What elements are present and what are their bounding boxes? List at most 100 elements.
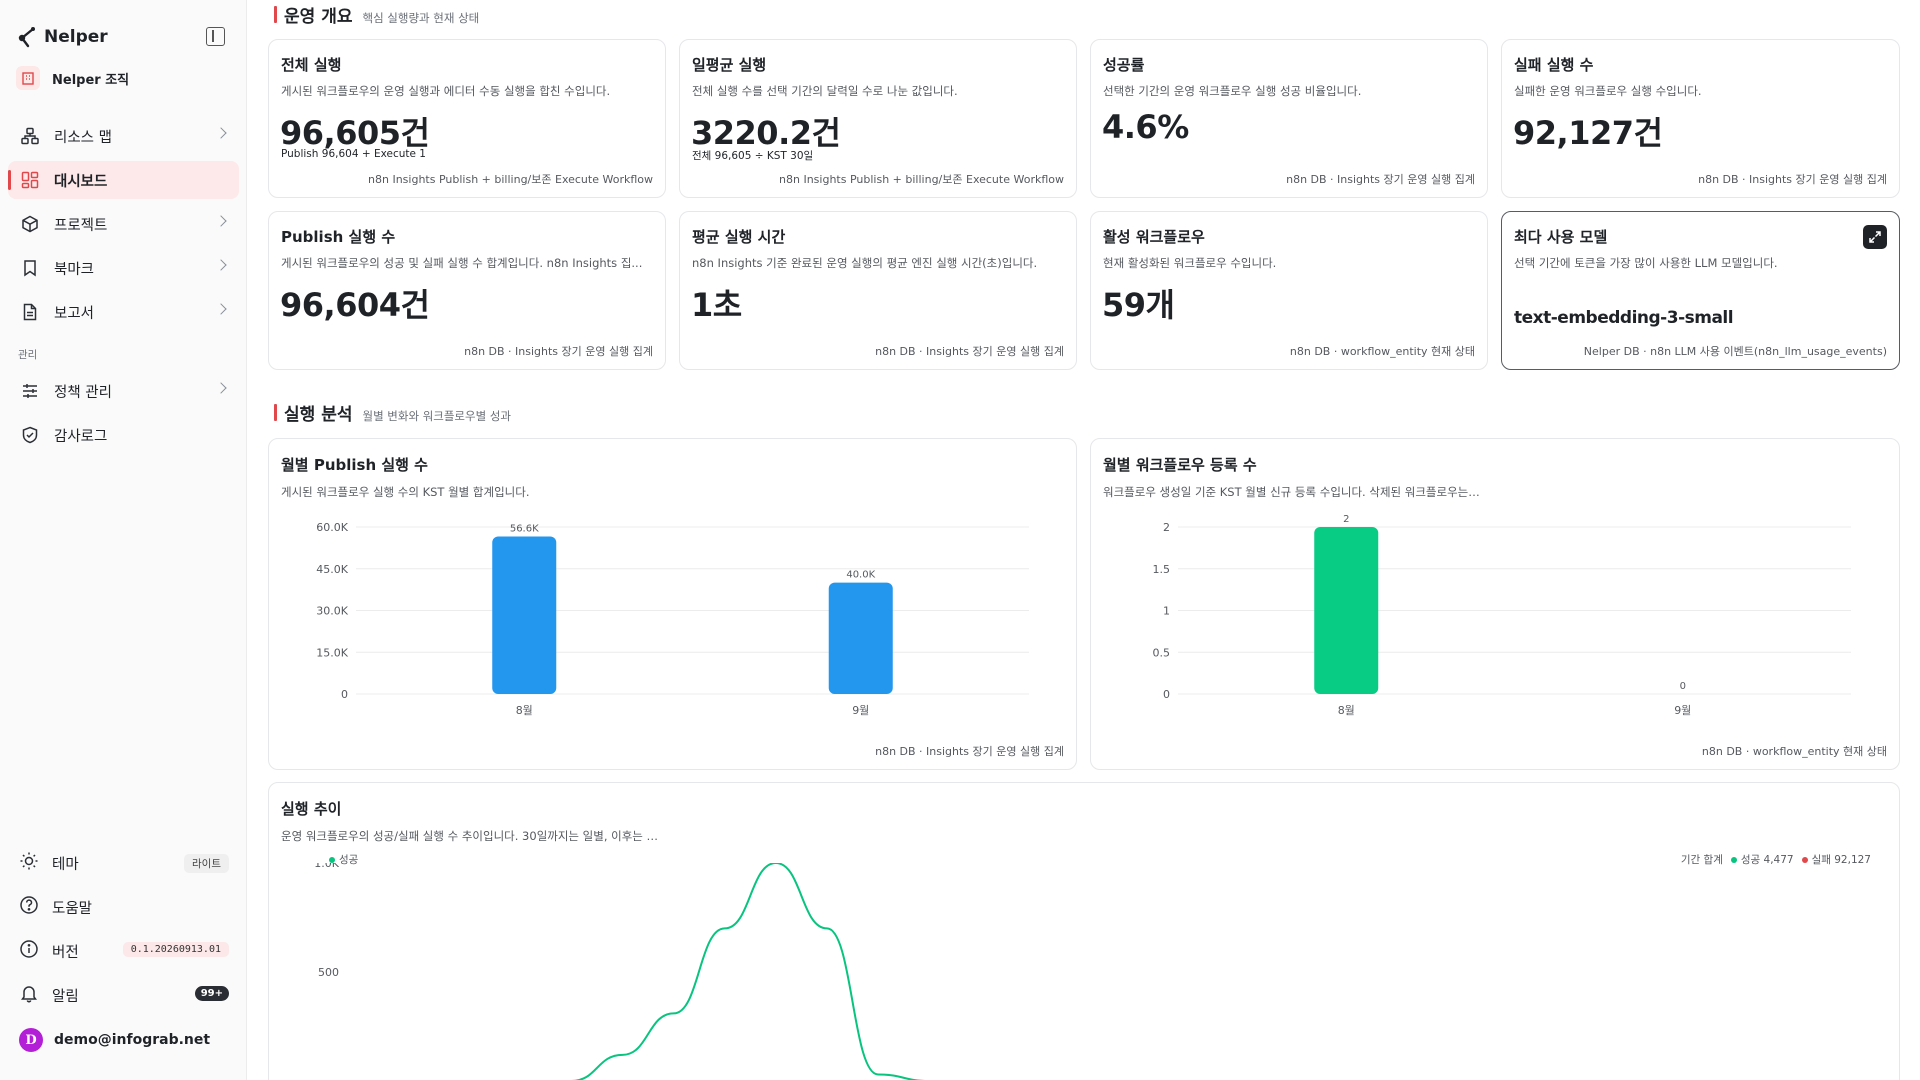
- kpi-card-avg-duration: 평균 실행 시간 n8n Insights 기준 완료된 운영 실행의 평균 엔…: [679, 211, 1077, 370]
- bookmark-icon: [19, 257, 41, 279]
- chevron-right-icon: [215, 215, 227, 227]
- sidebar-item-dashboard[interactable]: 대시보드: [8, 161, 239, 199]
- legend-dot: [1730, 856, 1737, 863]
- card-title: Publish 실행 수: [281, 228, 396, 246]
- card-title: 전체 실행: [281, 56, 342, 74]
- sidebar-item-audit-log[interactable]: 감사로그: [8, 416, 239, 454]
- card-title: 평균 실행 시간: [692, 228, 786, 246]
- alerts-label: 알림: [52, 988, 79, 1005]
- version-label: 버전: [52, 944, 79, 961]
- card-description: n8n Insights 기준 완료된 운영 실행의 평균 엔진 실행 시간(초…: [692, 256, 1038, 270]
- section-title: 운영 개요: [284, 7, 353, 27]
- card-description: 운영 워크플로우의 성공/실패 실행 수 추이입니다. 30일까지는 일별, 이…: [281, 829, 661, 843]
- monthly-publish-bar-chart: 0 15.0K 30.0K 45.0K 60.0K 56.6K 8월 40.0K 9월: [316, 521, 1029, 717]
- sidebar-section-label: 관리: [18, 349, 38, 361]
- kpi-card-active-workflows: 활성 워크플로우 현재 활성화된 워크플로우 수입니다. 59개 n8n DB …: [1090, 211, 1488, 370]
- card-value: 3220.2건: [691, 114, 841, 152]
- chart-card-monthly-publish: 월별 Publish 실행 수 게시된 워크플로우 실행 수의 KST 월별 합…: [268, 438, 1077, 770]
- y-tick-label: 30.0K: [316, 605, 348, 618]
- x-tick-label: 8월: [516, 704, 533, 717]
- overview-section-title: 운영 개요 핵심 실행량과 현재 상태: [273, 2, 480, 27]
- kpi-card-daily-average: 일평균 실행 전체 실행 수를 선택 기간의 달력일 수로 나눈 값입니다. 3…: [679, 39, 1077, 198]
- kpi-card-failed-runs: 실패 실행 수 실패한 운영 워크플로우 실행 수입니다. 92,127건 n8…: [1501, 39, 1900, 198]
- card-source: n8n DB · Insights 장기 운영 실행 집계: [464, 345, 653, 358]
- version-info[interactable]: 버전 0.1.20260913.01: [8, 933, 239, 969]
- total-fail-value: 실패 92,127: [1811, 854, 1871, 866]
- theme-value: 라이트: [184, 854, 229, 873]
- sidebar-item-projects[interactable]: 프로젝트: [8, 205, 239, 243]
- org-switcher[interactable]: Nelper 조직: [16, 66, 129, 90]
- y-tick-label: 1: [1163, 605, 1170, 618]
- card-source: n8n DB · Insights 장기 운영 실행 집계: [875, 345, 1064, 358]
- sidebar-item-resource-map[interactable]: 리소스 맵: [8, 117, 239, 155]
- kpi-card-top-model[interactable]: 최다 사용 모델 선택 기간에 토큰을 가장 많이 사용한 LLM 모델입니다.…: [1501, 211, 1900, 370]
- card-value: text-embedding-3-small: [1514, 308, 1734, 328]
- chevron-right-icon: [215, 382, 227, 394]
- notifications[interactable]: 알림 99+: [8, 977, 239, 1013]
- card-title: 성공률: [1103, 56, 1145, 74]
- sidebar-item-label: 대시보드: [54, 173, 108, 190]
- bar: [492, 536, 557, 694]
- card-description: 선택 기간에 토큰을 가장 많이 사용한 LLM 모델입니다.: [1514, 256, 1778, 270]
- user-menu[interactable]: D demo@infograb.net: [8, 1022, 239, 1058]
- dashboard-icon: [19, 169, 41, 191]
- section-subtitle: 핵심 실행량과 현재 상태: [362, 11, 480, 25]
- legend-dot: [1801, 856, 1808, 863]
- legend-success: 성공: [329, 852, 358, 867]
- sidebar: Nelper Nelper 조직 리소스 맵 대시보드 프로젝트 북마크 보고서…: [0, 0, 247, 1080]
- card-description: 전체 실행 수를 선택 기간의 달력일 수로 나눈 값입니다.: [692, 84, 958, 98]
- card-source: n8n DB · workflow_entity 현재 상태: [1701, 745, 1887, 758]
- sidebar-item-reports[interactable]: 보고서: [8, 293, 239, 331]
- bell-icon: [19, 983, 39, 1007]
- avatar: D: [19, 1028, 43, 1052]
- chevron-right-icon: [215, 127, 227, 139]
- card-description: 게시된 워크플로우의 성공 및 실패 실행 수 합계입니다. n8n Insig…: [281, 256, 643, 270]
- shield-icon: [19, 424, 41, 446]
- card-source: Nelper DB · n8n LLM 사용 이벤트(n8n_llm_usage…: [1583, 345, 1887, 358]
- main-content: 운영 개요 핵심 실행량과 현재 상태 전체 실행 게시된 워크플로우의 운영 …: [248, 0, 1920, 1080]
- card-title: 실행 추이: [281, 800, 342, 818]
- y-tick-label: 0: [1163, 688, 1170, 701]
- card-title: 최다 사용 모델: [1514, 228, 1608, 246]
- card-subvalue: Publish 96,604 + Execute 1: [281, 148, 426, 160]
- sidebar-item-policy[interactable]: 정책 관리: [8, 372, 239, 410]
- theme-toggle[interactable]: 테마 라이트: [8, 845, 239, 881]
- card-title: 일평균 실행: [692, 56, 767, 74]
- sun-icon: [19, 851, 39, 875]
- document-icon: [19, 301, 41, 323]
- card-source: n8n DB · Insights 장기 운영 실행 집계: [875, 745, 1064, 758]
- y-tick-label: 60.0K: [316, 521, 348, 534]
- card-subvalue: 전체 96,605 ÷ KST 30일: [692, 150, 814, 162]
- app-name: Nelper: [44, 27, 108, 47]
- data-label: 40.0K: [846, 570, 875, 581]
- sliders-icon: [19, 380, 41, 402]
- sidebar-item-label: 북마크: [54, 261, 95, 278]
- sidebar-item-bookmarks[interactable]: 북마크: [8, 249, 239, 287]
- chevron-right-icon: [215, 303, 227, 315]
- card-title: 월별 Publish 실행 수: [281, 456, 428, 474]
- sidebar-item-label: 감사로그: [54, 428, 108, 445]
- brand[interactable]: Nelper: [16, 24, 108, 50]
- package-icon: [19, 213, 41, 235]
- org-name: Nelper 조직: [52, 72, 130, 88]
- data-label: 0: [1680, 681, 1686, 692]
- card-title: 활성 워크플로우: [1103, 228, 1205, 246]
- sidebar-item-label: 프로젝트: [54, 217, 108, 234]
- y-tick-label: 45.0K: [316, 563, 348, 576]
- card-value: 92,127건: [1513, 114, 1663, 152]
- help-link[interactable]: 도움말: [8, 889, 239, 925]
- series-line-success: [367, 863, 1849, 1080]
- card-value: 4.6%: [1102, 108, 1189, 146]
- card-source: n8n Insights Publish + billing/보존 Execut…: [779, 173, 1064, 186]
- chart-card-monthly-registration: 월별 워크플로우 등록 수 워크플로우 생성일 기준 KST 월별 신규 등록 …: [1090, 438, 1900, 770]
- alerts-count-badge: 99+: [194, 986, 229, 1001]
- y-tick-label: 0: [341, 688, 348, 701]
- card-source: n8n DB · Insights 장기 운영 실행 집계: [1698, 173, 1887, 186]
- sidebar-collapse-icon[interactable]: [206, 27, 225, 46]
- sidebar-item-label: 보고서: [54, 305, 95, 322]
- expand-icon[interactable]: [1863, 225, 1887, 249]
- bar: [1314, 527, 1379, 694]
- chart-card-execution-trend: 실행 추이 운영 워크플로우의 성공/실패 실행 수 추이입니다. 30일까지는…: [268, 782, 1900, 1080]
- card-value: 96,604건: [280, 286, 430, 324]
- data-label: 2: [1343, 514, 1349, 525]
